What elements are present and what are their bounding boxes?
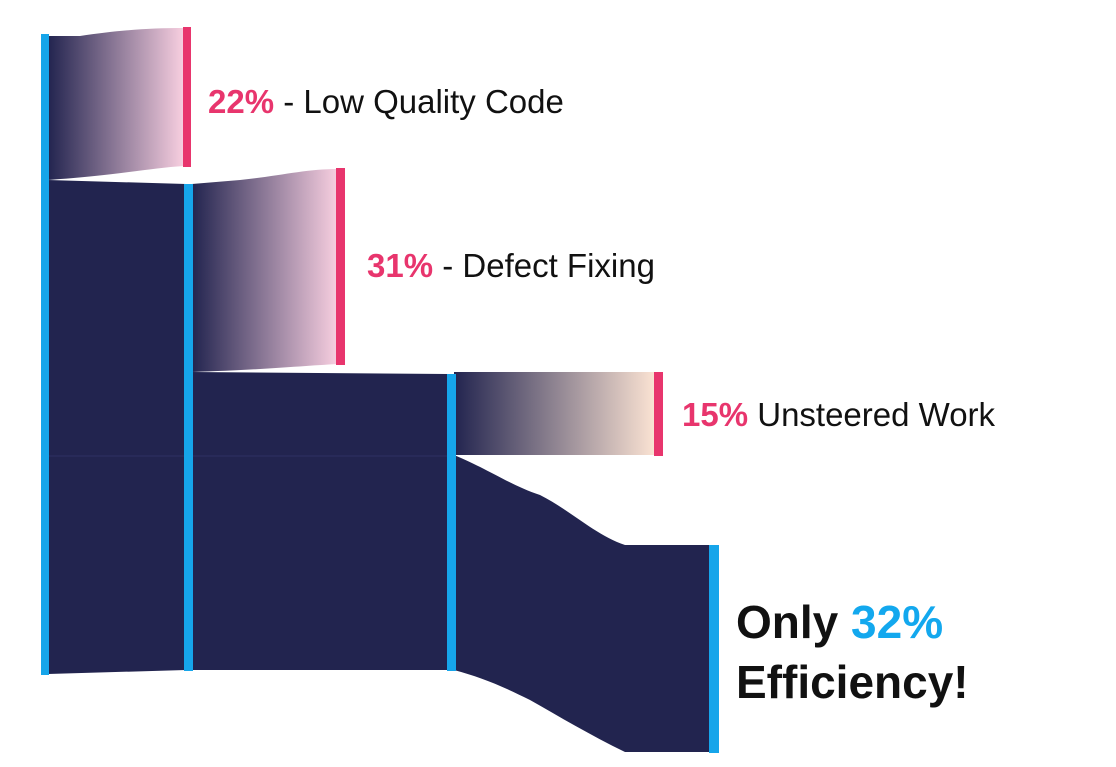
defect-fixing-percent: 31%: [367, 247, 434, 284]
label-low-quality-code: 22% - Low Quality Code: [208, 82, 564, 122]
node-stage-2: [184, 184, 193, 671]
flow-unsteered-work: [454, 372, 655, 455]
efficiency-line-1: Only 32%: [736, 592, 969, 652]
label-unsteered-work: 15% Unsteered Work: [682, 395, 995, 435]
node-low-quality-code: [183, 27, 191, 167]
flow-low-quality-code: [48, 28, 184, 180]
unsteered-percent: 15%: [682, 396, 749, 433]
node-stage-3: [447, 374, 456, 671]
label-efficiency: Only 32% Efficiency!: [736, 592, 969, 712]
flow-efficiency: [454, 455, 710, 752]
flow-main-stage-1: [48, 180, 186, 674]
defect-fixing-text: - Defect Fixing: [433, 247, 655, 284]
node-efficiency: [709, 545, 719, 753]
node-defect-fixing: [336, 168, 345, 365]
efficiency-line-2: Efficiency!: [736, 656, 969, 708]
label-defect-fixing: 31% - Defect Fixing: [367, 246, 655, 286]
efficiency-prefix: Only: [736, 596, 852, 648]
unsteered-text: Unsteered Work: [748, 396, 996, 433]
low-quality-text: - Low Quality Code: [274, 83, 564, 120]
efficiency-percent: 32%: [851, 596, 944, 648]
flow-defect-fixing: [192, 169, 338, 372]
node-unsteered-work: [654, 372, 663, 456]
node-total: [41, 34, 49, 675]
flow-main-stage-2: [192, 372, 448, 670]
low-quality-percent: 22%: [208, 83, 275, 120]
